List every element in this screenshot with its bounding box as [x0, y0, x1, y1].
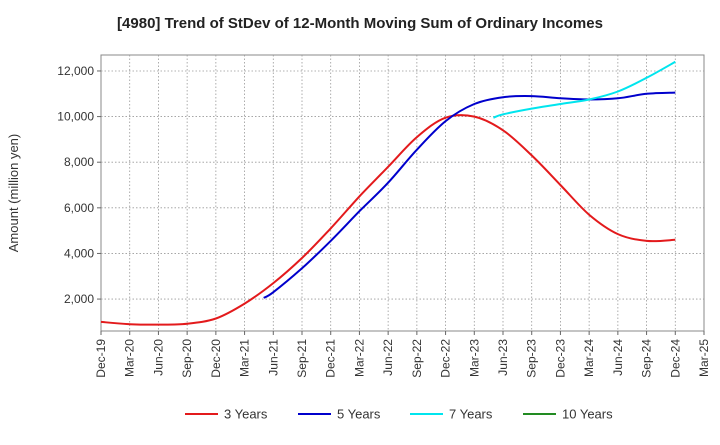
x-tick-label: Dec-23 — [553, 339, 567, 378]
x-tick-label: Mar-23 — [467, 339, 481, 377]
x-tick-label: Sep-23 — [525, 339, 539, 378]
x-tick-label: Sep-20 — [180, 339, 194, 378]
x-tick-label: Jun-24 — [611, 339, 625, 376]
x-tick-label: Dec-20 — [209, 339, 223, 378]
legend-label: 7 Years — [449, 407, 493, 422]
y-axis-label: Amount (million yen) — [6, 134, 21, 253]
series-line-3-years — [100, 114, 676, 326]
legend-label: 10 Years — [562, 407, 613, 422]
x-tick-label: Dec-22 — [439, 339, 453, 378]
x-tick-label: Jun-23 — [496, 339, 510, 376]
series-layer — [100, 60, 676, 326]
x-tick-label: Sep-22 — [410, 339, 424, 378]
grid-layer — [101, 55, 704, 331]
series-line-7-years — [493, 60, 676, 119]
x-tick-label: Mar-21 — [238, 339, 252, 377]
x-tick-label: Jun-20 — [151, 339, 165, 376]
legend-label: 3 Years — [224, 407, 268, 422]
legend: 3 Years 5 Years 7 Years 10 Years — [185, 407, 613, 422]
x-tick-label: Dec-21 — [324, 339, 338, 378]
chart-title: [4980] Trend of StDev of 12-Month Moving… — [117, 15, 603, 32]
series-line-5-years — [263, 91, 676, 299]
legend-item: 3 Years — [185, 407, 268, 422]
x-tick-label: Sep-24 — [640, 339, 654, 378]
legend-item: 10 Years — [523, 407, 613, 422]
x-tick-label: Dec-24 — [668, 339, 682, 378]
y-tick-label: 12,000 — [57, 64, 94, 78]
legend-item: 5 Years — [298, 407, 381, 422]
legend-item: 7 Years — [410, 407, 493, 422]
plot-area — [100, 54, 705, 332]
x-tick-label: Jun-22 — [381, 339, 395, 376]
y-tick-label: 10,000 — [57, 110, 94, 124]
x-tick-label: Mar-25 — [697, 339, 711, 377]
x-tick-label: Dec-19 — [94, 339, 108, 378]
x-tick-label: Sep-21 — [295, 339, 309, 378]
axis-layer: Dec-19 Mar-20 Jun-20 Sep-20 Dec-20 Mar-21 Jun-… — [57, 64, 711, 378]
y-tick-label: 4,000 — [64, 246, 94, 260]
y-tick-label: 6,000 — [64, 201, 94, 215]
legend-label: 5 Years — [337, 407, 381, 422]
y-tick-label: 2,000 — [64, 292, 94, 306]
x-tick-label: Jun-21 — [266, 339, 280, 376]
x-tick-label: Mar-20 — [123, 339, 137, 377]
x-tick-label: Mar-22 — [352, 339, 366, 377]
y-tick-label: 8,000 — [64, 155, 94, 169]
x-tick-label: Mar-24 — [582, 339, 596, 377]
